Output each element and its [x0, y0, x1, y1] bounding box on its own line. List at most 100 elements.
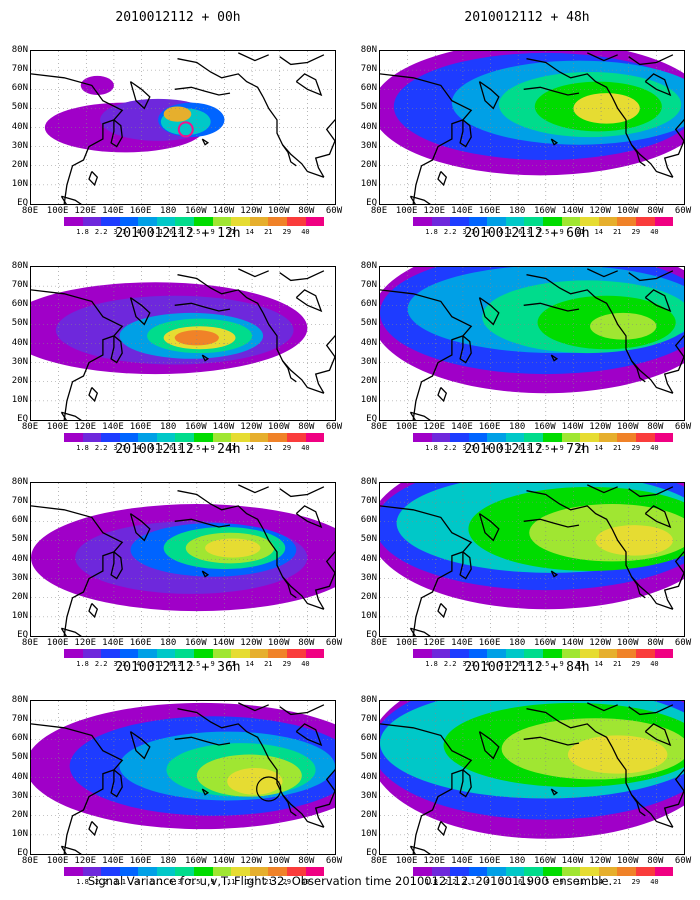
- colorbar-swatch: [268, 867, 287, 876]
- colorbar-swatch: [101, 433, 120, 442]
- map-panel: 2010012112 + 00h 80N 70N 60N 50N 40N 30N 20N 10N…: [8, 10, 348, 236]
- lon-tick-label: 80E: [370, 638, 388, 648]
- colorbar-swatch: [598, 649, 618, 658]
- lat-tick-label: EQ: [17, 414, 28, 424]
- panel-title: 2010012112 + 60h: [464, 226, 590, 241]
- coastline: [380, 723, 473, 854]
- variance-contour: [595, 525, 673, 556]
- lat-tick-label: 70N: [360, 64, 377, 75]
- coastline: [88, 171, 99, 187]
- colorbar: 1.8 2.2 3.1 4 5.1 6.3 7.5 9 11 14 21 29 40: [413, 433, 674, 457]
- colorbar-swatch: [654, 649, 674, 658]
- coastline: [380, 289, 473, 420]
- colorbar-swatch: [249, 433, 269, 442]
- lon-tick-label: 120W: [240, 206, 262, 216]
- colorbar-label: 29: [282, 228, 292, 236]
- colorbar-swatch: [561, 433, 581, 442]
- colorbar-label: 9: [559, 660, 564, 668]
- coastline: [129, 513, 151, 542]
- coastline: [437, 171, 448, 187]
- coastline: [238, 702, 269, 712]
- coastline: [526, 490, 613, 530]
- lon-tick-label: 120W: [589, 856, 611, 866]
- variance-map: [31, 701, 335, 854]
- colorbar-label: 14: [594, 878, 603, 886]
- lat-tick-label: 50N: [11, 318, 28, 329]
- colorbar-label: 5.1: [150, 444, 164, 452]
- colorbar-label: 11: [575, 444, 585, 452]
- lon-tick-label: 140E: [451, 856, 473, 866]
- colorbar-label: 6.3: [169, 878, 182, 886]
- colorbar: 1.8 2.2 3.1 4 5.1 6.3 7.5 9 11 14 21 29 40: [64, 649, 325, 673]
- lon-tick-label: 100W: [616, 856, 639, 866]
- colorbar-label: 3.1: [462, 228, 476, 236]
- lon-tick-label: 60W: [674, 206, 692, 216]
- colorbar-swatch: [524, 433, 544, 442]
- lon-tick-label: 140E: [451, 638, 473, 648]
- lat-tick-label: 40N: [11, 337, 28, 348]
- lat-tick-label: 60N: [11, 733, 28, 744]
- colorbar-label: 4: [136, 660, 141, 668]
- colorbar-label: 21: [264, 660, 273, 668]
- coastline: [587, 702, 618, 712]
- colorbar-swatch: [305, 649, 325, 658]
- lat-tick-label: 10N: [11, 610, 28, 621]
- map-plot-area: [379, 266, 685, 421]
- colorbar-swatch: [635, 217, 655, 226]
- colorbar-swatch: [524, 867, 544, 876]
- coastline: [437, 387, 448, 403]
- coastline: [380, 505, 473, 636]
- lon-tick-label: 80E: [21, 856, 39, 866]
- colorbar-label: 5.1: [150, 660, 164, 668]
- colorbar-label: 7.5: [187, 444, 201, 452]
- lat-tick-label: 60N: [11, 83, 28, 94]
- coastline: [201, 570, 210, 578]
- colorbar-swatch: [468, 217, 488, 226]
- lat-tick-label: 40N: [360, 553, 377, 564]
- coastline: [31, 505, 124, 636]
- colorbar-label: 7.5: [536, 660, 550, 668]
- lon-tick-label: 180: [160, 856, 177, 866]
- colorbar-swatch: [487, 867, 506, 876]
- lat-tick-label: 20N: [11, 159, 28, 170]
- panel-title: 2010012112 + 00h: [115, 10, 241, 25]
- lon-tick-label: 180: [160, 206, 177, 216]
- colorbar-label: 21: [613, 444, 622, 452]
- colorbar-label: 2.2: [94, 444, 108, 452]
- lon-tick-label: 60W: [325, 856, 343, 866]
- variance-contour: [573, 93, 640, 124]
- lon-tick-label: 120E: [74, 856, 97, 866]
- lat-tick-label: 60N: [360, 733, 377, 744]
- lon-tick-label: 120W: [589, 206, 611, 216]
- colorbar-swatch: [286, 867, 306, 876]
- colorbar-label: 29: [631, 878, 641, 886]
- lat-tick-label: 40N: [11, 121, 28, 132]
- colorbar-label: 40: [301, 878, 310, 886]
- colorbar-label: 1.8: [76, 228, 89, 236]
- lat-tick-label: 10N: [11, 178, 28, 189]
- colorbar-swatch: [64, 867, 83, 876]
- colorbar-swatch: [249, 217, 269, 226]
- lon-tick-label: 180: [509, 856, 526, 866]
- colorbar-swatch: [468, 867, 488, 876]
- colorbar-label: 2.2: [94, 660, 108, 668]
- variance-contour: [590, 312, 657, 340]
- colorbar-label: 14: [245, 878, 254, 886]
- colorbar-swatch: [524, 217, 544, 226]
- colorbar-label: 4: [136, 228, 141, 236]
- map-plot-area: [379, 50, 685, 205]
- coastline: [295, 723, 323, 747]
- variance-map: [380, 483, 684, 636]
- coastline: [281, 794, 297, 817]
- colorbar-label: 7.5: [187, 878, 201, 886]
- colorbar-label: 9: [210, 878, 215, 886]
- colorbar-swatch: [413, 217, 432, 226]
- colorbar-label: 29: [631, 660, 641, 668]
- lon-tick-label: 80W: [647, 856, 664, 866]
- panel-title: 2010012112 + 24h: [115, 442, 241, 457]
- coastline: [478, 297, 500, 326]
- colorbar-swatch: [212, 649, 232, 658]
- coastline: [526, 58, 613, 98]
- colorbar-swatch: [82, 867, 102, 876]
- lon-tick-label: 180: [509, 206, 526, 216]
